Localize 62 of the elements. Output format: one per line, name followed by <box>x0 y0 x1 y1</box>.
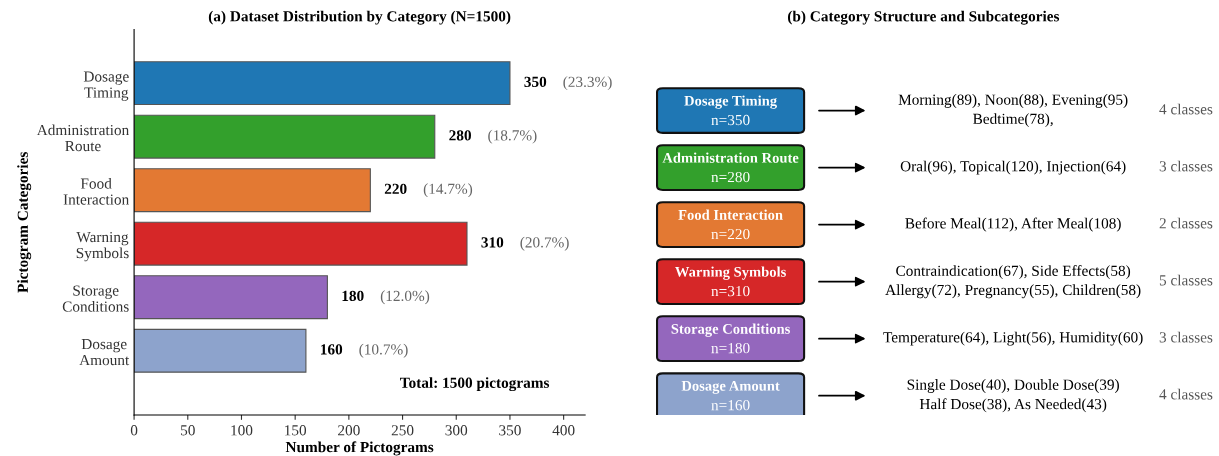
text: Temperature(64), Light(56), Humidity(60) <box>883 331 1143 346</box>
text: n=310 <box>711 285 750 297</box>
text: 5 classes <box>1159 274 1213 286</box>
x-tick-label: 250 <box>391 425 414 436</box>
bar <box>134 168 371 213</box>
data-label: 180 <box>342 290 364 302</box>
y-tick-label: Dosage Amount <box>79 339 130 366</box>
bar <box>134 275 328 320</box>
annotation: (10.7%) <box>359 343 408 358</box>
y-axis-title: Pictogram Categories <box>17 152 32 293</box>
data-label: 160 <box>321 344 343 355</box>
data-label: 350 <box>524 76 547 87</box>
x-tick-label: 350 <box>499 425 521 436</box>
annotation: (23.3%) <box>563 76 612 91</box>
x-tick-label: 300 <box>445 425 468 436</box>
bar <box>134 114 436 159</box>
y-tick-label: Food Interaction <box>63 177 129 205</box>
annotation: (18.7%) <box>488 129 537 144</box>
text: Single Dose(40), Double Dose(39) Half Dose(38), As Needed(43) <box>907 379 1119 413</box>
text: Before Meal(112), After Meal(108) <box>905 217 1121 232</box>
text: Morning(89), Noon(88), Evening(95) Bedtime(78), <box>898 94 1128 128</box>
x-tick-label: 0 <box>130 425 138 436</box>
x-tick-label: 400 <box>552 425 575 436</box>
bar <box>134 221 468 266</box>
data-label: 280 <box>449 130 471 141</box>
text: n=180 <box>711 342 750 354</box>
text: Contraindication(67), Side Effects(58) Allergy(72), Pregnancy(55), Children(58) <box>885 265 1141 299</box>
x-tick-label: 100 <box>231 425 253 436</box>
data-label: 220 <box>384 183 407 195</box>
text: n=350 <box>711 114 750 126</box>
category-label: Administration Route <box>662 152 799 163</box>
text: n=280 <box>711 171 750 183</box>
y-tick-label: Administration Route <box>36 124 129 152</box>
bar <box>134 328 307 373</box>
text: n=160 <box>711 400 750 411</box>
text: (b) Category Structure and Subcategories <box>787 10 1060 25</box>
category-label: Food Interaction <box>678 209 783 220</box>
data-label: 310 <box>481 237 504 248</box>
annotation: (12.0%) <box>380 290 430 305</box>
annotation: Total: 1500 pictograms <box>400 377 550 392</box>
annotation: (20.7%) <box>520 236 569 251</box>
text: Oral(96), Topical(120), Injection(64) <box>900 160 1126 175</box>
x-tick-label: 150 <box>285 425 307 436</box>
text: 3 classes <box>1159 331 1213 343</box>
text: 3 classes <box>1159 160 1213 172</box>
category-label: Storage Conditions <box>671 323 790 337</box>
bar <box>134 61 511 106</box>
y-tick-label: Storage Conditions <box>62 285 129 312</box>
category-label: Dosage Amount <box>681 380 780 394</box>
x-tick-label: 200 <box>338 425 360 436</box>
chart-title: (a) Dataset Distribution by Category (N=1500) <box>208 10 511 25</box>
text: 4 classes <box>1159 103 1213 115</box>
category-label: Dosage Timing <box>684 95 777 109</box>
x-axis-title: Number of Pictograms <box>285 441 434 456</box>
text: 4 classes <box>1159 388 1213 400</box>
text: 2 classes <box>1159 217 1213 229</box>
category-label: Warning Symbols <box>675 266 786 280</box>
y-tick-label: Dosage Timing <box>83 71 129 101</box>
text: n=220 <box>711 228 750 240</box>
x-tick-label: 50 <box>181 425 195 436</box>
annotation: (14.7%) <box>423 183 473 198</box>
y-tick-label: Warning Symbols <box>76 231 129 262</box>
